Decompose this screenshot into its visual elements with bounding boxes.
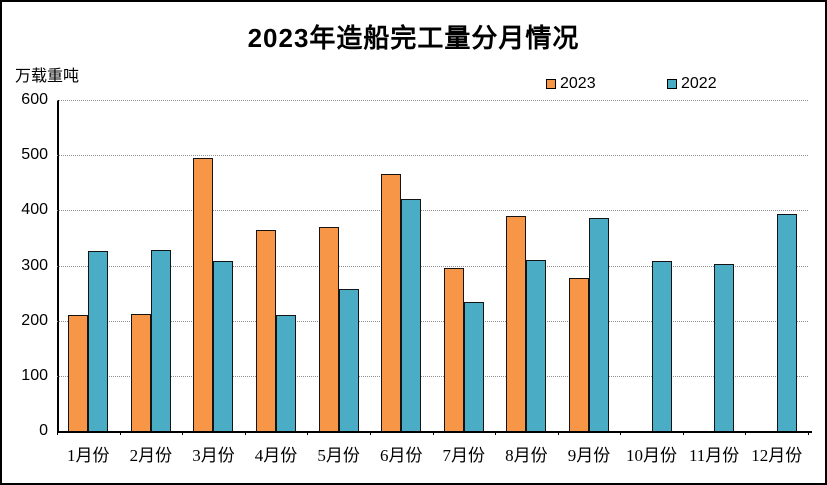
x-axis-tick-label-6月份: 6月份 (379, 446, 423, 465)
y-axis-tick-label-500: 500 (21, 146, 48, 164)
y-axis-unit-label: 万载重吨 (15, 68, 80, 85)
bar-2022-12月份 (776, 213, 797, 431)
bar-2023-6月份 (381, 174, 402, 431)
x-axis-tick-label-8月份: 8月份 (505, 446, 548, 465)
legend-label-2023: 2023 (560, 75, 596, 92)
bar-2023-2月份 (130, 314, 151, 431)
bar-2022-4月份 (276, 314, 297, 431)
bar-2022-10月份 (651, 261, 672, 431)
legend: 2023 2022 (2, 75, 825, 95)
x-axis-tick-label-10月份: 10月份 (626, 446, 678, 465)
bar-2023-4月份 (256, 230, 277, 431)
x-axis-tick-label-7月份: 7月份 (442, 446, 486, 465)
bar-2023-8月份 (506, 215, 527, 431)
bar-2023-5月份 (318, 227, 339, 431)
y-axis-tick-label-0: 0 (39, 422, 48, 439)
x-axis-tick (620, 431, 622, 435)
gridline-100 (57, 375, 808, 377)
y-axis-tick-label-400: 400 (21, 201, 48, 219)
x-axis-tick-label-4月份: 4月份 (254, 446, 298, 465)
legend-item-2022: 2022 (667, 75, 717, 93)
x-axis-tick (432, 431, 434, 435)
bar-2022-11月份 (714, 263, 735, 431)
gridline-200 (57, 320, 808, 322)
gridline-400 (57, 210, 808, 212)
bar-2023-1月份 (68, 314, 89, 431)
bar-2022-9月份 (588, 218, 609, 431)
gridline-300 (57, 265, 808, 267)
x-axis-tick (182, 431, 184, 435)
x-axis-tick-label-5月份: 5月份 (317, 446, 360, 465)
x-axis-tick (682, 431, 684, 435)
x-axis-tick-label-12月份: 12月份 (751, 446, 803, 465)
bar-2022-1月份 (88, 250, 109, 431)
legend-label-2022: 2022 (681, 75, 717, 92)
x-axis-tick-label-2月份: 2月份 (129, 446, 173, 465)
x-axis-tick-label-1月份: 1月份 (67, 446, 110, 465)
bar-2022-8月份 (526, 259, 547, 431)
bar-2023-3月份 (193, 158, 214, 431)
x-axis-tick-label-9月份: 9月份 (567, 446, 611, 465)
legend-item-2023: 2023 (546, 75, 596, 93)
x-axis-tick (557, 431, 559, 435)
x-axis-tick (369, 431, 371, 435)
bar-2023-7月份 (443, 267, 464, 431)
bar-2022-6月份 (401, 198, 422, 431)
gridline-600 (57, 100, 808, 101)
x-axis-line (57, 431, 812, 433)
y-axis-tick-label-200: 200 (21, 311, 48, 329)
y-axis-tick-label-100: 100 (21, 366, 48, 384)
legend-swatch-2022 (667, 79, 677, 89)
x-axis-tick-label-3月份: 3月份 (192, 446, 235, 465)
bar-2022-5月份 (338, 288, 359, 431)
x-axis-tick (244, 431, 246, 435)
bar-2022-3月份 (213, 260, 234, 431)
legend-swatch-2023 (546, 79, 556, 89)
x-axis-tick (119, 431, 121, 435)
x-axis-tick (495, 431, 497, 435)
x-axis-tick (307, 431, 309, 435)
bar-2022-7月份 (463, 301, 484, 431)
chart-title: 2023年造船完工量分月情况 (247, 23, 580, 53)
x-axis-tick-label-11月份: 11月份 (688, 446, 740, 465)
y-axis-tick-label-300: 300 (21, 256, 48, 274)
y-axis-tick-label-600: 600 (21, 91, 48, 108)
bar-2022-2月份 (150, 250, 171, 431)
x-axis-tick (57, 431, 58, 435)
gridline-500 (57, 155, 808, 157)
x-axis-tick (745, 431, 747, 435)
bar-2023-9月份 (568, 277, 589, 431)
x-axis-tick (808, 431, 809, 435)
plot-area (57, 100, 812, 435)
